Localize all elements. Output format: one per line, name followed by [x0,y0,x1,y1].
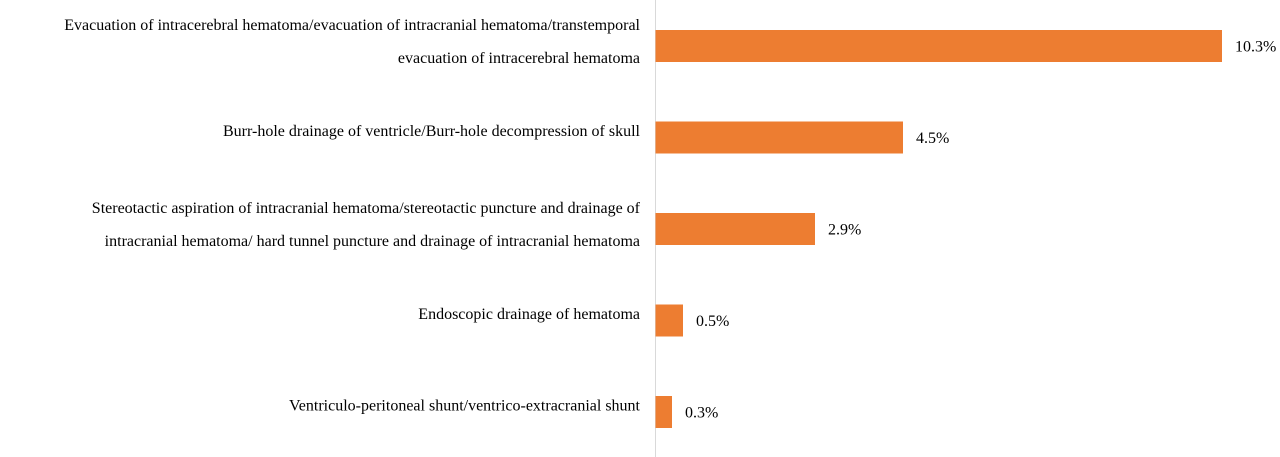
category-label-4: Endoscopic drainage of hematoma [418,306,640,323]
data-label-3: 2.9% [828,222,861,239]
bar-5 [655,396,672,428]
category-label-3-line-2: intracranial hematoma/ hard tunnel punct… [105,233,640,250]
bar-group [655,30,1222,428]
data-label-2: 4.5% [916,130,949,147]
data-label-5: 0.3% [685,405,718,422]
category-label-1-line-2: evacuation of intracerebral hematoma [398,50,640,67]
bar-1 [655,30,1222,62]
category-label-5: Ventriculo-peritoneal shunt/ventrico-ext… [289,398,641,415]
bar-4 [655,304,683,337]
category-label-group: Evacuation of intracerebral hematoma/eva… [64,17,640,415]
data-label-1: 10.3% [1235,39,1276,56]
data-label-group: 10.3% 4.5% 2.9% 0.5% 0.3% [685,39,1276,422]
data-label-4: 0.5% [696,313,729,330]
category-label-1-line-1: Evacuation of intracerebral hematoma/eva… [64,17,640,34]
bar-3 [655,213,815,245]
category-label-3-line-1: Stereotactic aspiration of intracranial … [92,200,641,217]
bar-2 [655,121,903,154]
category-label-2: Burr-hole drainage of ventricle/Burr-hol… [223,123,641,140]
